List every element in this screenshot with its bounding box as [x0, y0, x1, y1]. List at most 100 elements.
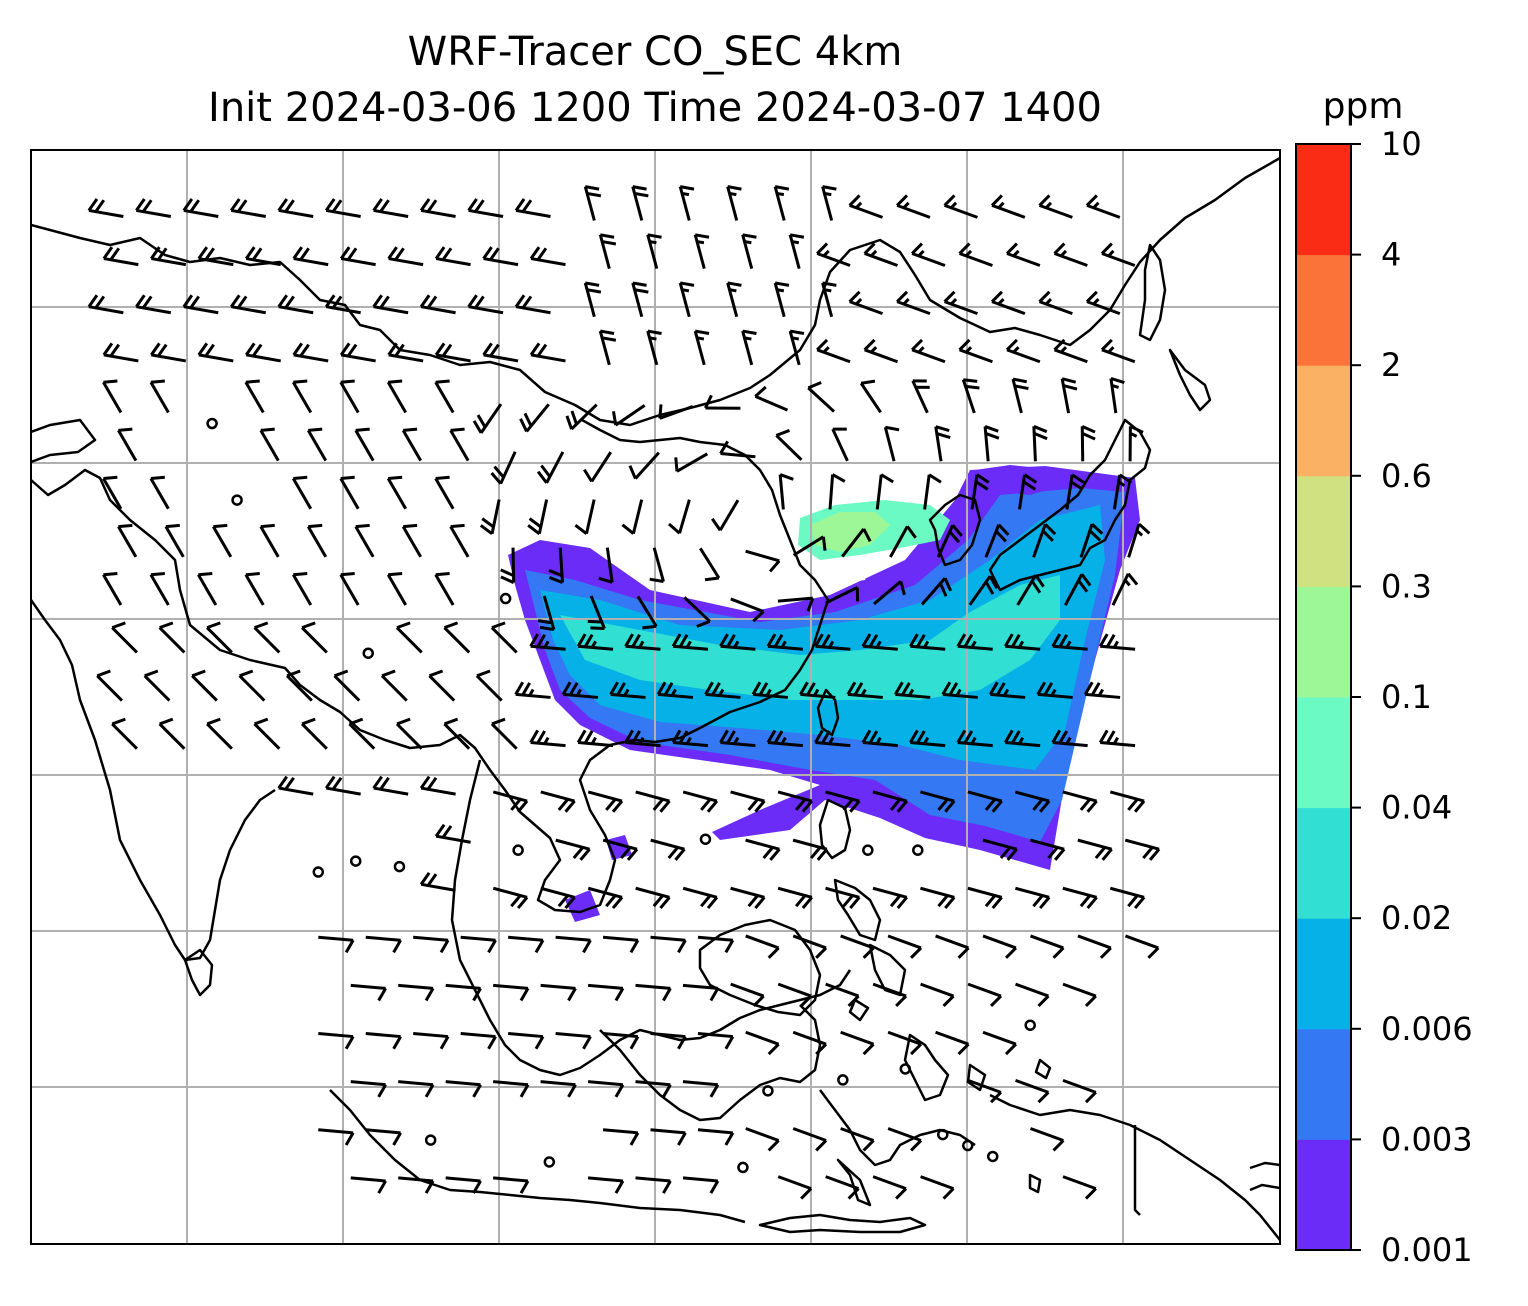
wind-barb — [720, 644, 756, 651]
wind-barb — [961, 379, 976, 414]
wind-barb — [365, 1128, 401, 1135]
wind-barb — [206, 722, 233, 750]
wind-barb-flag — [775, 429, 791, 437]
wind-barb-flag — [647, 233, 662, 239]
wind-barb-flag — [1039, 800, 1051, 813]
wind-barb — [212, 525, 233, 558]
colorbar-tick-label: 0.3 — [1381, 567, 1432, 605]
wind-barb-flag — [776, 288, 785, 293]
wind-barb-flag — [1037, 1091, 1050, 1104]
wind-barb-flag — [621, 523, 635, 535]
wind-barb-flag — [392, 1035, 402, 1050]
wind-barb — [967, 790, 1003, 803]
wind-barb-flag — [842, 894, 854, 908]
wind-barb — [745, 1030, 780, 1046]
wind-barb-flag — [564, 896, 576, 909]
wind-barb-flag — [251, 247, 263, 261]
wind-barb-flag — [476, 669, 491, 678]
colorbar-segment — [1296, 807, 1351, 919]
wind-barb — [530, 644, 566, 651]
wind-barb-flag — [424, 987, 435, 1002]
wind-barb-flag — [472, 420, 483, 434]
wind-barb — [325, 305, 361, 315]
wind-barb — [493, 1080, 529, 1087]
wind-barb-flag — [396, 717, 411, 726]
wind-barb — [872, 982, 907, 998]
wind-barb-flag — [1081, 431, 1096, 441]
wind-barb-flag — [579, 848, 591, 861]
wind-barb-flag — [582, 939, 592, 954]
wind-barb-flag — [1053, 338, 1066, 351]
colorbar-tick-label: 0.6 — [1381, 457, 1432, 495]
wind-barb — [278, 786, 314, 796]
calm-wind-marker — [206, 417, 218, 430]
wind-barb — [800, 692, 836, 699]
wind-barb — [1077, 934, 1112, 950]
wind-barb — [490, 722, 518, 750]
wind-barb — [730, 790, 765, 803]
calm-wind-marker — [362, 647, 374, 659]
wind-barb — [88, 208, 124, 218]
wind-barb — [911, 380, 929, 414]
wind-barb — [920, 577, 947, 606]
wind-barb — [340, 257, 376, 267]
wind-barb-flag — [917, 249, 925, 257]
wind-barb-flag — [1059, 346, 1068, 354]
wind-barb-flag — [718, 688, 725, 697]
wind-barb — [896, 203, 931, 219]
wind-barb — [602, 1032, 639, 1039]
wind-barb-flag — [910, 1139, 923, 1152]
wind-barb-flag — [472, 987, 482, 1002]
wind-barb — [198, 257, 234, 267]
wind-barb-flag — [948, 530, 961, 544]
wind-barb — [935, 934, 969, 950]
wind-barb-flag — [575, 688, 582, 697]
wind-barb — [306, 429, 328, 462]
wind-barb-flag — [474, 199, 485, 213]
wind-barb — [1065, 474, 1074, 510]
wind-barb-flag — [135, 198, 146, 212]
wind-barb-flag — [848, 194, 861, 207]
wind-barb-flag — [821, 536, 827, 551]
wind-barb-flag — [990, 290, 1003, 303]
wind-barb-flag — [896, 800, 908, 813]
wind-barb — [339, 477, 360, 510]
wind-barb-flag — [659, 800, 671, 813]
wind-barb-flag — [611, 896, 624, 909]
wind-barb-flag — [557, 798, 569, 811]
wind-barb-flag — [514, 681, 525, 696]
wind-barb — [792, 838, 828, 851]
wind-barb-flag — [674, 457, 679, 472]
wind-barb-flag — [111, 621, 126, 630]
wind-barb-flag — [614, 1180, 625, 1194]
wind-barb — [578, 741, 614, 748]
wind-barb-flag — [652, 894, 664, 908]
wind-barb — [631, 282, 644, 318]
wind-barb-flag — [629, 1132, 640, 1146]
wind-barb-flag — [1129, 424, 1144, 434]
wind-barb — [777, 886, 813, 899]
wind-barb — [1077, 838, 1113, 851]
wind-barb-flag — [159, 621, 174, 630]
wind-barb — [967, 982, 1002, 998]
wind-barb — [244, 381, 265, 414]
wind-barb-flag — [911, 338, 924, 351]
wind-barb — [111, 626, 139, 654]
wind-barb — [445, 1080, 481, 1087]
wind-barb — [635, 1080, 671, 1087]
wind-barb — [401, 429, 422, 462]
wind-barb-flag — [450, 523, 465, 529]
wind-barb-flag — [339, 246, 351, 260]
wind-barb-flag — [590, 640, 597, 649]
wind-barb-flag — [254, 621, 269, 630]
wind-barb — [540, 1080, 576, 1087]
wind-barb-flag — [822, 185, 837, 191]
wind-barb-flag — [901, 682, 911, 696]
wind-barb — [373, 305, 409, 315]
wind-barb-flag — [482, 246, 493, 260]
wind-barb-flag — [1112, 736, 1119, 745]
wind-barb-flag — [727, 185, 742, 191]
wind-barb-flag — [434, 246, 446, 260]
wind-barb — [1062, 1078, 1097, 1094]
wind-barb-flag — [767, 1139, 780, 1152]
